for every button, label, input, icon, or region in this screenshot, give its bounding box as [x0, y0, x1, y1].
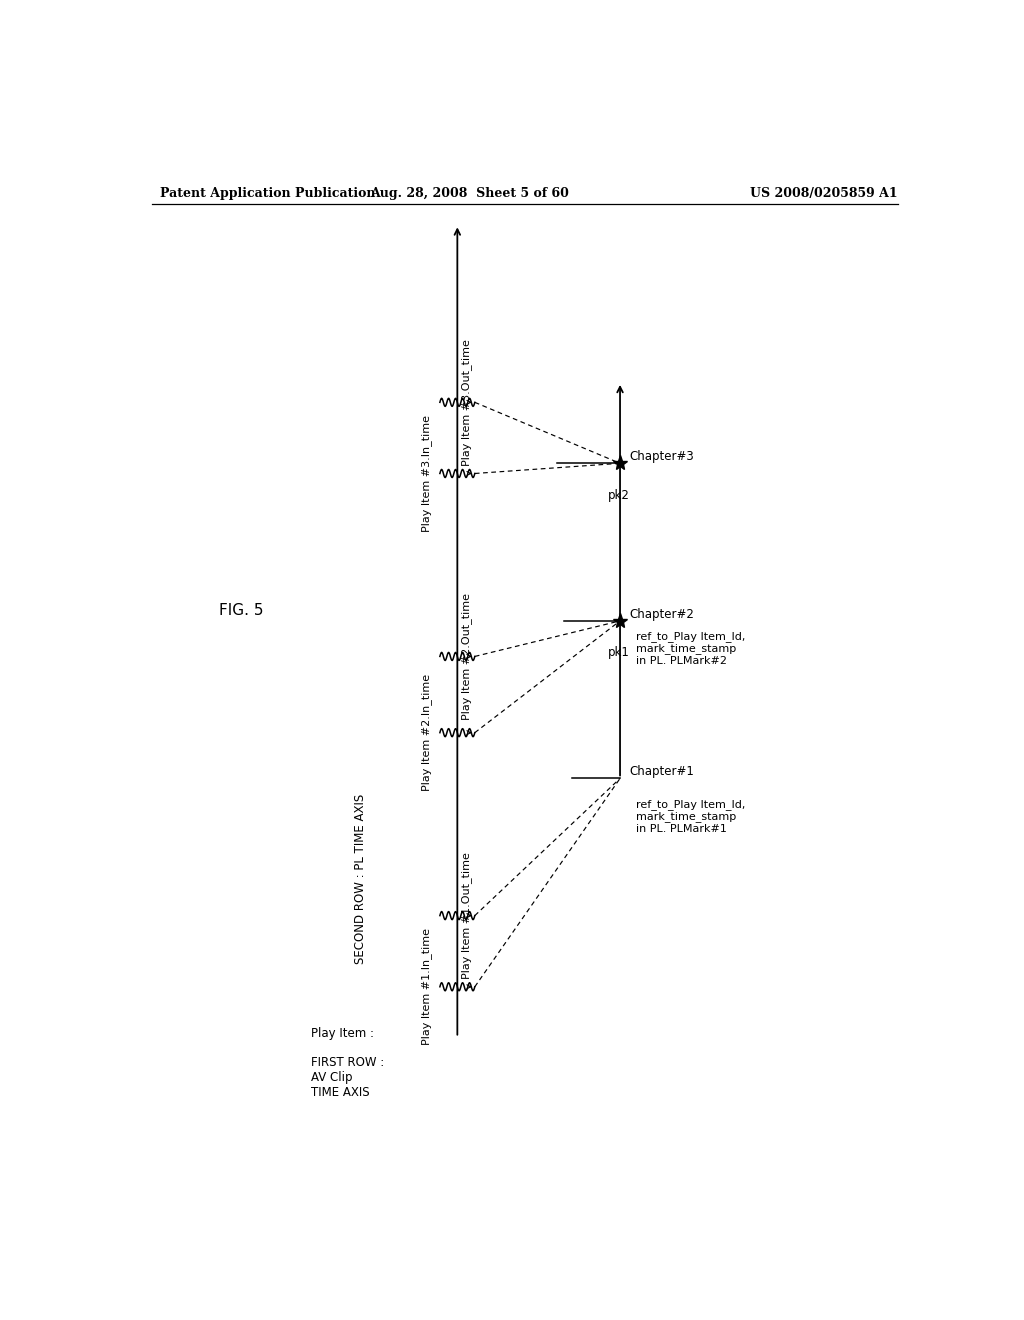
Text: Aug. 28, 2008  Sheet 5 of 60: Aug. 28, 2008 Sheet 5 of 60 [370, 187, 568, 199]
Text: SECOND ROW : PL TIME AXIS: SECOND ROW : PL TIME AXIS [354, 793, 368, 964]
Text: Play Item :: Play Item : [310, 1027, 374, 1040]
Text: Chapter#1: Chapter#1 [630, 766, 694, 779]
Text: Patent Application Publication: Patent Application Publication [160, 187, 375, 199]
Text: Play Item #2.Out_time: Play Item #2.Out_time [461, 593, 472, 719]
Text: Play Item #1.Out_time: Play Item #1.Out_time [461, 853, 472, 979]
Text: FIRST ROW :
AV Clip
TIME AXIS: FIRST ROW : AV Clip TIME AXIS [310, 1056, 384, 1098]
Text: Chapter#2: Chapter#2 [630, 609, 694, 620]
Text: pk1: pk1 [608, 647, 630, 659]
Text: US 2008/0205859 A1: US 2008/0205859 A1 [751, 187, 898, 199]
Text: Play Item #2.In_time: Play Item #2.In_time [421, 675, 432, 791]
Text: ref_to_Play Item_Id,
mark_time_stamp
in PL. PLMark#2: ref_to_Play Item_Id, mark_time_stamp in … [636, 631, 745, 667]
Text: Play Item #1.In_time: Play Item #1.In_time [421, 928, 432, 1045]
Text: FIG. 5: FIG. 5 [219, 603, 264, 618]
Text: pk2: pk2 [608, 488, 630, 502]
Text: Play Item #3.In_time: Play Item #3.In_time [421, 414, 432, 532]
Text: Chapter#3: Chapter#3 [630, 450, 694, 463]
Text: ref_to_Play Item_Id,
mark_time_stamp
in PL. PLMark#1: ref_to_Play Item_Id, mark_time_stamp in … [636, 799, 745, 834]
Text: Play Item #3.Out_time: Play Item #3.Out_time [461, 339, 472, 466]
